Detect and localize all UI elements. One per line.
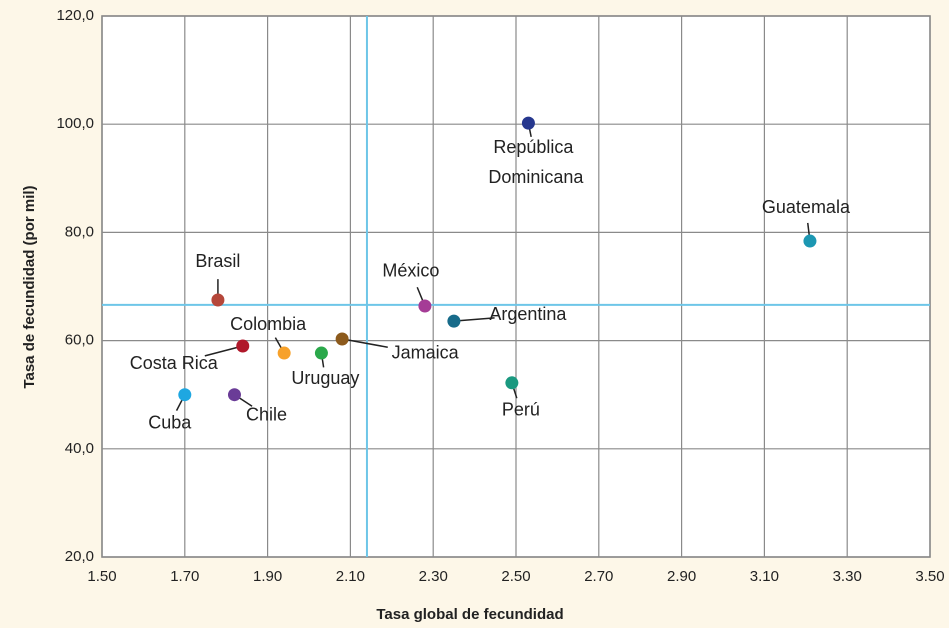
point-label: República Dominicana: [483, 137, 584, 187]
leader-line: [528, 128, 532, 138]
y-tick-label: 20,0: [65, 548, 94, 565]
leader-line: [239, 397, 253, 407]
y-tick-label: 120,0: [56, 7, 94, 24]
point: [314, 346, 328, 360]
x-tick-label: 2.90: [667, 568, 696, 585]
leader-line: [512, 388, 518, 399]
leader-line: [204, 346, 238, 357]
point: [521, 116, 535, 130]
point: [227, 388, 241, 402]
point-label: Colombia: [230, 314, 307, 334]
point-label: Brasil: [195, 251, 240, 271]
point: [277, 346, 291, 360]
point: [335, 332, 349, 346]
leader-line: [459, 317, 495, 322]
point: [178, 388, 192, 402]
point-label: México: [382, 261, 439, 281]
x-tick-label: 3.50: [915, 568, 944, 585]
x-tick-label: 2.50: [501, 568, 530, 585]
y-tick-label: 80,0: [65, 223, 94, 240]
point: [211, 293, 225, 307]
x-tick-label: 2.10: [336, 568, 365, 585]
point-label: Argentina: [489, 304, 567, 324]
point-label: Guatemala: [762, 197, 851, 217]
x-tick-label: 1.70: [170, 568, 199, 585]
y-tick-label: 40,0: [65, 440, 94, 457]
x-tick-label: 1.90: [253, 568, 282, 585]
x-tick-label: 3.30: [833, 568, 862, 585]
point-label: Costa Rica: [130, 353, 219, 373]
leader-line: [274, 337, 282, 349]
point: [236, 339, 250, 353]
y-tick-label: 100,0: [56, 115, 94, 132]
point: [505, 376, 519, 390]
point-label: Perú: [502, 400, 540, 420]
point: [418, 299, 432, 313]
point-label: Uruguay: [291, 368, 359, 388]
leader-line: [806, 222, 810, 236]
y-tick-label: 60,0: [65, 332, 94, 349]
leader-line: [416, 286, 424, 301]
point: [447, 314, 461, 328]
x-tick-label: 3.10: [750, 568, 779, 585]
leader-line: [175, 399, 183, 411]
leader-line: [321, 358, 325, 368]
point: [803, 234, 817, 248]
y-axis-title: Tasa de fecundidad (por mil): [21, 185, 38, 388]
point-label: Cuba: [148, 412, 192, 432]
point-label: Chile: [246, 404, 287, 424]
point-label: Jamaica: [392, 343, 460, 363]
x-tick-label: 2.30: [419, 568, 448, 585]
x-tick-label: 1.50: [87, 568, 116, 585]
leader-line: [347, 339, 388, 348]
x-tick-label: 2.70: [584, 568, 613, 585]
x-axis-title: Tasa global de fecundidad: [376, 606, 563, 623]
